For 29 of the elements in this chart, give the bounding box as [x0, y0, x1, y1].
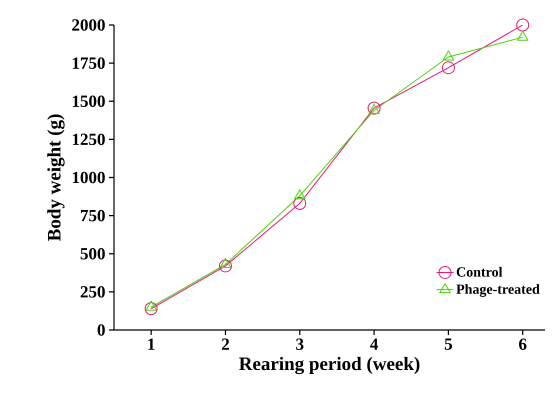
point	[220, 258, 232, 268]
legend-label: Control	[456, 266, 502, 277]
point	[294, 189, 306, 200]
point	[517, 30, 528, 41]
y-tick-label: 250	[80, 286, 105, 298]
y-tick-label: 500	[80, 248, 105, 260]
x-tick-label: 4	[370, 338, 378, 350]
point	[218, 259, 232, 272]
y-tick-label: 1000	[72, 172, 105, 184]
legend-label: Phage-treated	[456, 284, 540, 297]
y-tick-label: 2000	[72, 19, 105, 31]
x-tick-label: 1	[148, 338, 155, 350]
x-tick-label: 6	[519, 338, 526, 350]
x-tick-label: 2	[222, 338, 229, 350]
point	[442, 61, 455, 74]
point	[293, 196, 306, 210]
x-tick-label: 3	[296, 338, 304, 350]
y-tick-label: 1250	[72, 134, 105, 146]
x-tick-label: 5	[444, 338, 452, 350]
point	[516, 18, 530, 32]
point	[442, 50, 454, 61]
y-axis-title: Body weight (g)	[47, 114, 65, 242]
y-tick-label: 1750	[72, 57, 105, 69]
x-axis-title: Rearing period (week)	[239, 356, 420, 374]
y-tick-label: 750	[80, 210, 105, 222]
y-tick-label: 0	[98, 324, 105, 336]
y-tick-label: 1500	[72, 96, 105, 107]
point	[145, 300, 157, 311]
point	[144, 302, 158, 316]
